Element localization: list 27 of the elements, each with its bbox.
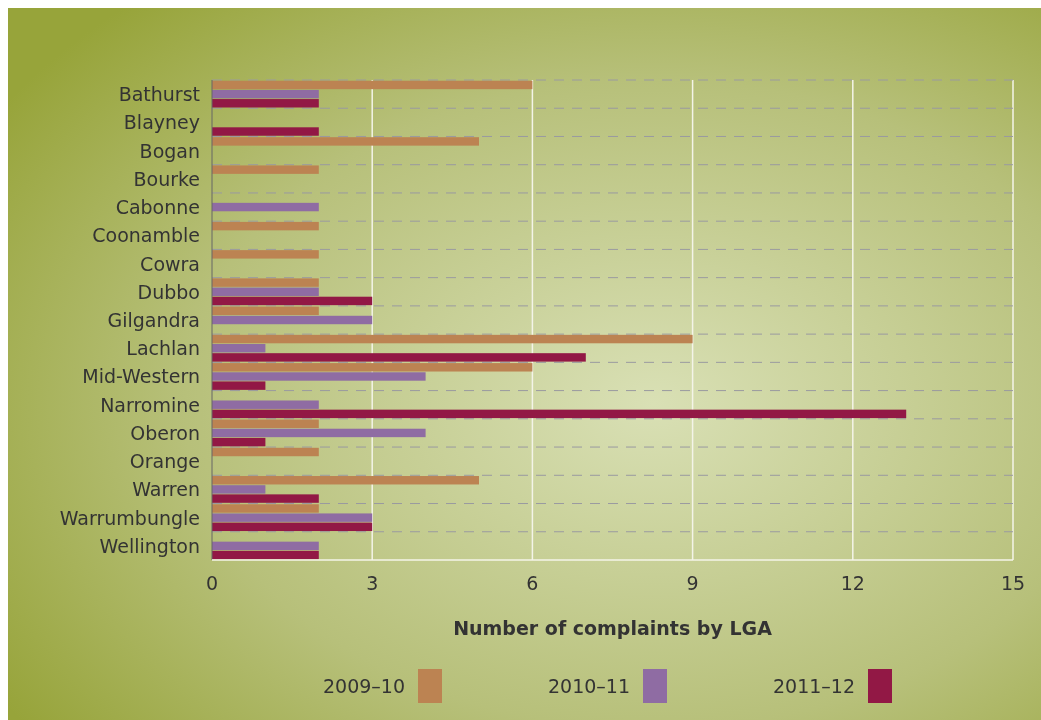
y-tick-label: Bathurst	[118, 83, 200, 106]
y-tick-label: Narromine	[100, 393, 200, 416]
y-tick-label: Warrumbungle	[59, 506, 200, 529]
x-tick-label: 0	[205, 572, 219, 594]
legend-label: 2011–12	[773, 675, 856, 697]
y-tick-label: Cabonne	[115, 196, 200, 219]
y-tick-label: Dubbo	[137, 280, 200, 303]
y-tick-label: Lachlan	[126, 337, 200, 360]
y-tick-label: Warren	[132, 478, 200, 501]
x-tick-label: 15	[1000, 572, 1026, 594]
x-tick-label: 9	[686, 572, 699, 594]
x-tick-label: 6	[526, 572, 539, 594]
y-tick-label: Wellington	[99, 534, 200, 557]
y-tick-label: Blayney	[123, 111, 200, 134]
y-tick-label: Bourke	[133, 167, 200, 190]
y-tick-label: Orange	[129, 450, 200, 473]
y-tick-label: Cowra	[140, 252, 200, 275]
y-tick-label: Mid-Western	[82, 365, 200, 388]
x-tick-label: 12	[840, 572, 865, 594]
y-tick-label: Oberon	[130, 421, 200, 444]
y-tick-label: Gilgandra	[107, 309, 200, 331]
legend-label: 2009–10	[323, 675, 406, 697]
x-axis-title: Number of complaints by LGA	[453, 617, 773, 639]
y-tick-label: Coonamble	[92, 224, 200, 247]
y-tick-label: Bogan	[139, 139, 200, 162]
x-tick-label: 3	[366, 572, 379, 594]
legend-label: 2010–11	[548, 675, 631, 697]
